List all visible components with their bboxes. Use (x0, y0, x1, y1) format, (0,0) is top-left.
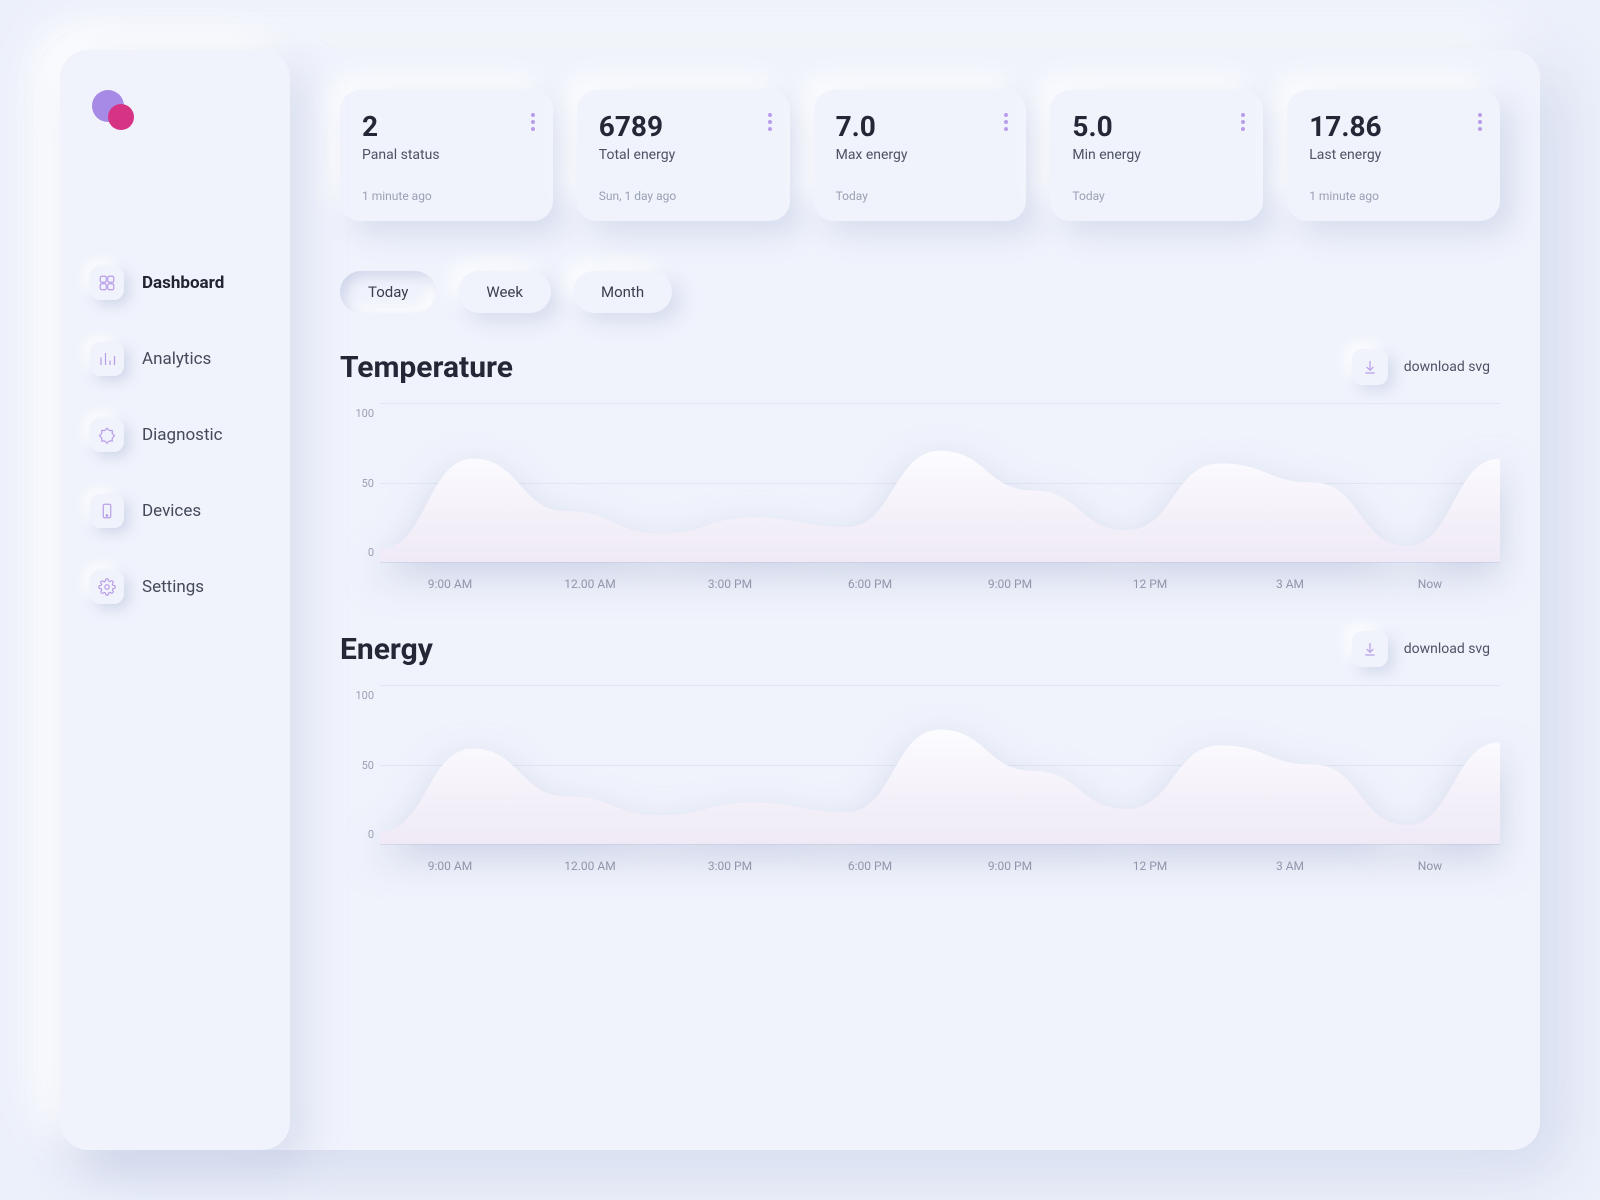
range-week[interactable]: Week (458, 271, 551, 313)
chart-section-temperature: Temperature download svg 100 50 0 (340, 349, 1500, 591)
chart-surface-energy (380, 685, 1500, 845)
devices-icon (90, 494, 124, 528)
download-icon (1352, 631, 1388, 667)
x-tick-label: 12 PM (1080, 577, 1220, 591)
x-tick-label: 3:00 PM (660, 577, 800, 591)
stat-value: 7.0 (836, 110, 1005, 143)
x-tick-label: 3:00 PM (660, 859, 800, 873)
main-content: 2 Panal status 1 minute ago 6789 Total e… (290, 50, 1540, 1150)
stat-label: Max energy (836, 147, 1005, 163)
x-tick-label: 9:00 PM (940, 577, 1080, 591)
download-svg-button[interactable]: download svg (1352, 349, 1490, 385)
x-tick-label: 6:00 PM (800, 859, 940, 873)
app-window: Dashboard Analytics Diagnostic Devices S (60, 50, 1540, 1150)
stat-label: Total energy (599, 147, 768, 163)
download-label: download svg (1404, 359, 1490, 375)
stat-card-max-energy: 7.0 Max energy Today (814, 90, 1027, 221)
sidebar-item-settings[interactable]: Settings (82, 556, 268, 618)
x-tick-label: 6:00 PM (800, 577, 940, 591)
y-axis: 100 50 0 (340, 685, 380, 845)
more-icon[interactable] (531, 110, 535, 134)
x-tick-label: 3 AM (1220, 859, 1360, 873)
chart-surface-temperature (380, 403, 1500, 563)
sidebar: Dashboard Analytics Diagnostic Devices S (60, 50, 290, 1150)
download-svg-button[interactable]: download svg (1352, 631, 1490, 667)
stat-card-panel-status: 2 Panal status 1 minute ago (340, 90, 553, 221)
x-tick-label: 12.00 AM (520, 859, 660, 873)
range-selector: Today Week Month (340, 271, 1500, 313)
stat-value: 2 (362, 110, 531, 143)
range-month[interactable]: Month (573, 271, 672, 313)
sidebar-item-dashboard[interactable]: Dashboard (82, 252, 268, 314)
settings-icon (90, 570, 124, 604)
stat-time: Today (836, 189, 1005, 203)
logo (92, 90, 134, 132)
y-axis: 100 50 0 (340, 403, 380, 563)
x-tick-label: 9:00 AM (380, 859, 520, 873)
more-icon[interactable] (768, 110, 772, 134)
stat-time: Sun, 1 day ago (599, 189, 768, 203)
x-axis: 9:00 AM12.00 AM3:00 PM6:00 PM9:00 PM12 P… (380, 577, 1500, 591)
x-tick-label: 9:00 PM (940, 859, 1080, 873)
more-icon[interactable] (1241, 110, 1245, 134)
chart-title: Energy (340, 632, 433, 667)
sidebar-item-analytics[interactable]: Analytics (82, 328, 268, 390)
stat-value: 17.86 (1309, 110, 1478, 143)
sidebar-item-label: Devices (142, 501, 201, 521)
diagnostic-icon (90, 418, 124, 452)
stat-card-last-energy: 17.86 Last energy 1 minute ago (1287, 90, 1500, 221)
range-today[interactable]: Today (340, 271, 436, 313)
stat-card-min-energy: 5.0 Min energy Today (1050, 90, 1263, 221)
dashboard-icon (90, 266, 124, 300)
chart-section-energy: Energy download svg 100 50 0 (340, 631, 1500, 873)
more-icon[interactable] (1478, 110, 1482, 134)
sidebar-item-label: Settings (142, 577, 204, 597)
sidebar-item-diagnostic[interactable]: Diagnostic (82, 404, 268, 466)
stat-label: Panal status (362, 147, 531, 163)
stat-time: 1 minute ago (362, 189, 531, 203)
x-tick-label: Now (1360, 577, 1500, 591)
analytics-icon (90, 342, 124, 376)
download-label: download svg (1404, 641, 1490, 657)
download-icon (1352, 349, 1388, 385)
stat-time: 1 minute ago (1309, 189, 1478, 203)
x-tick-label: 12 PM (1080, 859, 1220, 873)
sidebar-item-label: Diagnostic (142, 425, 223, 445)
stat-value: 5.0 (1072, 110, 1241, 143)
sidebar-item-label: Analytics (142, 349, 211, 369)
more-icon[interactable] (1004, 110, 1008, 134)
stat-card-total-energy: 6789 Total energy Sun, 1 day ago (577, 90, 790, 221)
x-axis: 9:00 AM12.00 AM3:00 PM6:00 PM9:00 PM12 P… (380, 859, 1500, 873)
x-tick-label: 12.00 AM (520, 577, 660, 591)
x-tick-label: 9:00 AM (380, 577, 520, 591)
stat-label: Min energy (1072, 147, 1241, 163)
x-tick-label: 3 AM (1220, 577, 1360, 591)
stat-time: Today (1072, 189, 1241, 203)
sidebar-item-label: Dashboard (142, 273, 224, 293)
stat-value: 6789 (599, 110, 768, 143)
stat-card-row: 2 Panal status 1 minute ago 6789 Total e… (340, 90, 1500, 221)
sidebar-item-devices[interactable]: Devices (82, 480, 268, 542)
stat-label: Last energy (1309, 147, 1478, 163)
x-tick-label: Now (1360, 859, 1500, 873)
chart-title: Temperature (340, 350, 513, 385)
